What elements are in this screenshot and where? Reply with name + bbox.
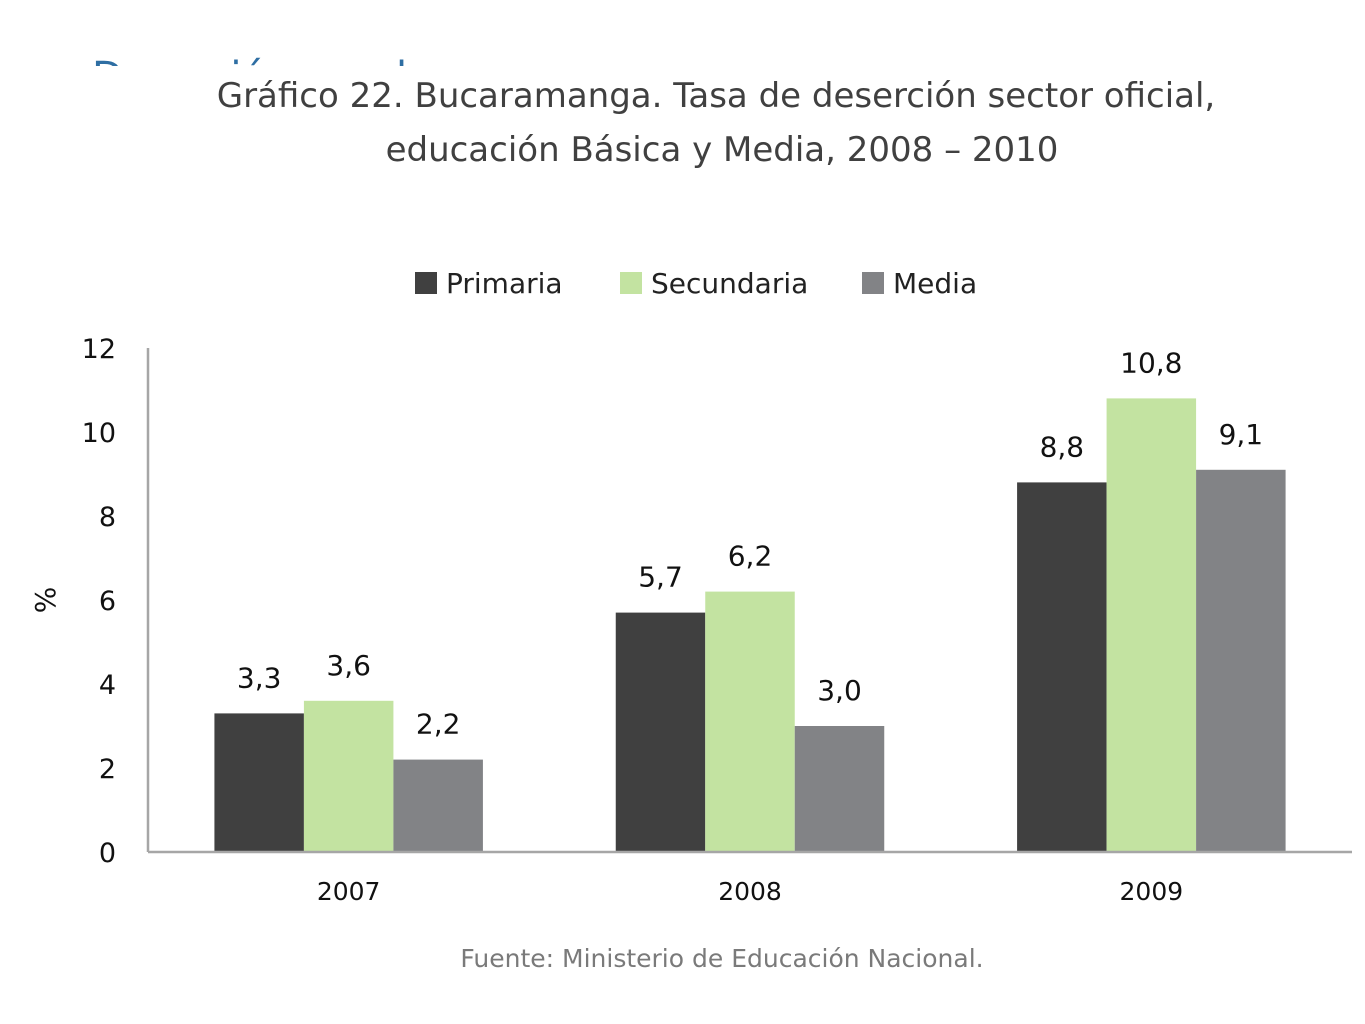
chart-title-line2: educación Básica y Media, 2008 – 2010 bbox=[386, 130, 1059, 170]
y-tick-label: 10 bbox=[82, 418, 116, 449]
y-axis-ticks: 0 2 4 6 8 10 12 bbox=[82, 334, 116, 869]
bar-media-2008 bbox=[794, 726, 885, 852]
bar-primaria-2009 bbox=[1017, 482, 1107, 852]
legend-swatch-secundaria bbox=[620, 272, 642, 294]
y-tick-label: 6 bbox=[99, 586, 116, 617]
overlay-heading: Deserción escolar bbox=[92, 54, 449, 100]
legend-swatch-primaria bbox=[415, 272, 437, 294]
data-label: 2,2 bbox=[416, 708, 461, 741]
data-label: 3,6 bbox=[326, 649, 371, 682]
bar-primaria-2008 bbox=[615, 612, 706, 852]
legend-label-primaria: Primaria bbox=[446, 267, 563, 300]
y-tick-label: 0 bbox=[99, 838, 116, 869]
data-label: 3,0 bbox=[817, 674, 862, 707]
bar-primaria-2007 bbox=[214, 713, 304, 852]
legend-label-secundaria: Secundaria bbox=[651, 267, 808, 300]
data-label: 9,1 bbox=[1219, 418, 1264, 451]
x-axis-ticks: 2007 2008 2009 bbox=[317, 877, 1183, 906]
data-label: 8,8 bbox=[1040, 430, 1085, 463]
x-tick-label: 2008 bbox=[718, 877, 782, 906]
data-label: 6,2 bbox=[728, 540, 773, 573]
bar-media-2007 bbox=[393, 759, 483, 852]
overlay-heading-text: Deserción escolar bbox=[92, 54, 449, 100]
y-tick-label: 2 bbox=[99, 754, 116, 785]
bar-secundaria-2008 bbox=[705, 591, 795, 852]
bars bbox=[214, 398, 1286, 852]
x-tick-label: 2009 bbox=[1120, 877, 1184, 906]
bar-media-2009 bbox=[1196, 469, 1286, 852]
data-label: 10,8 bbox=[1120, 346, 1182, 379]
y-tick-label: 4 bbox=[99, 670, 116, 701]
x-tick-label: 2007 bbox=[317, 877, 381, 906]
y-axis-label: % bbox=[29, 587, 62, 614]
data-label: 5,7 bbox=[638, 561, 683, 594]
y-tick-label: 8 bbox=[99, 502, 116, 533]
legend: Primaria Secundaria Media bbox=[415, 267, 977, 300]
y-tick-label: 12 bbox=[82, 334, 116, 365]
data-labels: 3,3 3,6 2,2 5,7 6,2 3,0 8,8 10,8 9,1 bbox=[237, 346, 1263, 740]
legend-swatch-media bbox=[862, 272, 884, 294]
legend-label-media: Media bbox=[893, 267, 977, 300]
source-note: Fuente: Ministerio de Educación Nacional… bbox=[460, 944, 983, 973]
bar-secundaria-2007 bbox=[303, 700, 394, 852]
data-label: 3,3 bbox=[237, 661, 282, 694]
chart-title-line1: Gráfico 22. Bucaramanga. Tasa de deserci… bbox=[217, 76, 1216, 116]
bar-secundaria-2009 bbox=[1106, 398, 1197, 852]
